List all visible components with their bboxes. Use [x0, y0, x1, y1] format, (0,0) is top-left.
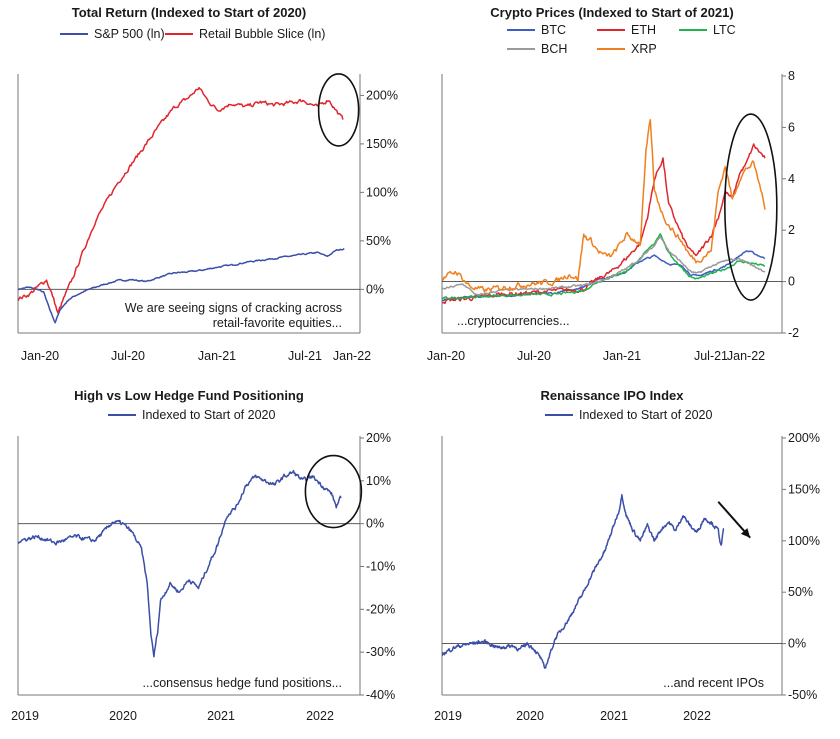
highlight-arrow-head	[740, 528, 751, 538]
y-tick-label: 0%	[366, 282, 384, 296]
x-tick-label: Jan-20	[21, 349, 59, 363]
series-line-s-p-500-ln-	[18, 247, 345, 324]
legend-label: XRP	[631, 42, 657, 56]
y-tick-label: -50%	[788, 688, 817, 702]
x-tick-label: 2022	[306, 709, 334, 723]
highlight-circle	[317, 73, 360, 147]
x-tick-label: 2020	[516, 709, 544, 723]
y-tick-label: 200%	[788, 431, 820, 445]
y-tick-label: 0	[788, 275, 795, 289]
annotation-text: ...and recent IPOs	[663, 676, 764, 690]
y-tick-label: 8	[788, 69, 795, 83]
annotation-line: We are seeing signs of cracking across	[125, 301, 342, 315]
x-tick-label: Jan-22	[727, 349, 765, 363]
y-tick-label: 100%	[788, 534, 820, 548]
chart-title: High vs Low Hedge Fund Positioning	[74, 388, 304, 403]
x-tick-label: 2020	[109, 709, 137, 723]
y-tick-label: 4	[788, 172, 795, 186]
y-tick-label: -10%	[366, 560, 395, 574]
chart-title: Crypto Prices (Indexed to Start of 2021)	[490, 5, 733, 20]
y-tick-label: 50%	[366, 234, 391, 248]
series-line-indexed-to-start-of-2020	[18, 469, 342, 658]
y-tick-label: -30%	[366, 645, 395, 659]
x-tick-label: Jan-21	[198, 349, 236, 363]
y-tick-label: -2	[788, 326, 799, 340]
y-tick-label: 6	[788, 120, 795, 134]
x-tick-label: 2021	[207, 709, 235, 723]
x-tick-label: Jan-22	[333, 349, 371, 363]
y-tick-label: 0%	[366, 517, 384, 531]
y-tick-label: 20%	[366, 431, 391, 445]
legend-label: Indexed to Start of 2020	[579, 408, 712, 422]
x-tick-label: 2022	[683, 709, 711, 723]
legend-label: Retail Bubble Slice (ln)	[199, 27, 325, 41]
chart-renaissance-ipo: Renaissance IPO Index 200% 150% 100% 50% 0% -5…	[434, 388, 820, 723]
series-line-indexed-to-start-of-2020	[442, 494, 725, 669]
annotation-line: ...consensus hedge fund positions...	[143, 676, 342, 690]
y-tick-label: 200%	[366, 88, 398, 102]
annotation-line: retail-favorite equities...	[213, 316, 342, 330]
chart-title: Total Return (Indexed to Start of 2020)	[72, 5, 307, 20]
x-tick-label: Jul-20	[517, 349, 551, 363]
legend-label: S&P 500 (ln)	[94, 27, 165, 41]
annotation-text: ...cryptocurrencies...	[457, 314, 570, 328]
legend-label: ETH	[631, 23, 656, 37]
legend-label: Indexed to Start of 2020	[142, 408, 275, 422]
chart-crypto-prices: Crypto Prices (Indexed to Start of 2021)…	[427, 5, 799, 363]
x-tick-label: Jul-20	[111, 349, 145, 363]
annotation-text: We are seeing signs of cracking across re…	[125, 301, 342, 330]
y-tick-label: 100%	[366, 185, 398, 199]
chart-title: Renaissance IPO Index	[540, 388, 684, 403]
y-tick-label: 0%	[788, 637, 806, 651]
y-tick-label: 50%	[788, 585, 813, 599]
y-tick-label: -20%	[366, 602, 395, 616]
legend-label: BCH	[541, 42, 567, 56]
series-line-retail-bubble-slice-ln-	[18, 86, 344, 314]
chart-total-return: Total Return (Indexed to Start of 2020) 2…	[17, 5, 398, 363]
series-line-xrp	[442, 118, 766, 293]
y-tick-label: 150%	[366, 137, 398, 151]
x-tick-label: 2019	[11, 709, 39, 723]
y-tick-label: 10%	[366, 474, 391, 488]
x-tick-label: Jan-20	[427, 349, 465, 363]
series-line-bch	[442, 235, 766, 296]
highlight-circle	[304, 454, 363, 529]
x-tick-label: Jul-21	[288, 349, 322, 363]
annotation-line: ...cryptocurrencies...	[457, 314, 570, 328]
y-tick-label: -40%	[366, 688, 395, 702]
legend-label: BTC	[541, 23, 566, 37]
annotation-line: ...and recent IPOs	[663, 676, 764, 690]
annotation-text: ...consensus hedge fund positions...	[143, 676, 342, 690]
x-tick-label: 2021	[600, 709, 628, 723]
highlight-circle	[724, 113, 778, 301]
x-tick-label: Jul-21	[694, 349, 728, 363]
y-tick-label: 2	[788, 223, 795, 237]
x-tick-label: Jan-21	[603, 349, 641, 363]
chart-hedge-fund: High vs Low Hedge Fund Positioning 20% 10%…	[11, 388, 395, 723]
y-tick-label: 150%	[788, 482, 820, 496]
x-tick-label: 2019	[434, 709, 462, 723]
legend-label: LTC	[713, 23, 736, 37]
